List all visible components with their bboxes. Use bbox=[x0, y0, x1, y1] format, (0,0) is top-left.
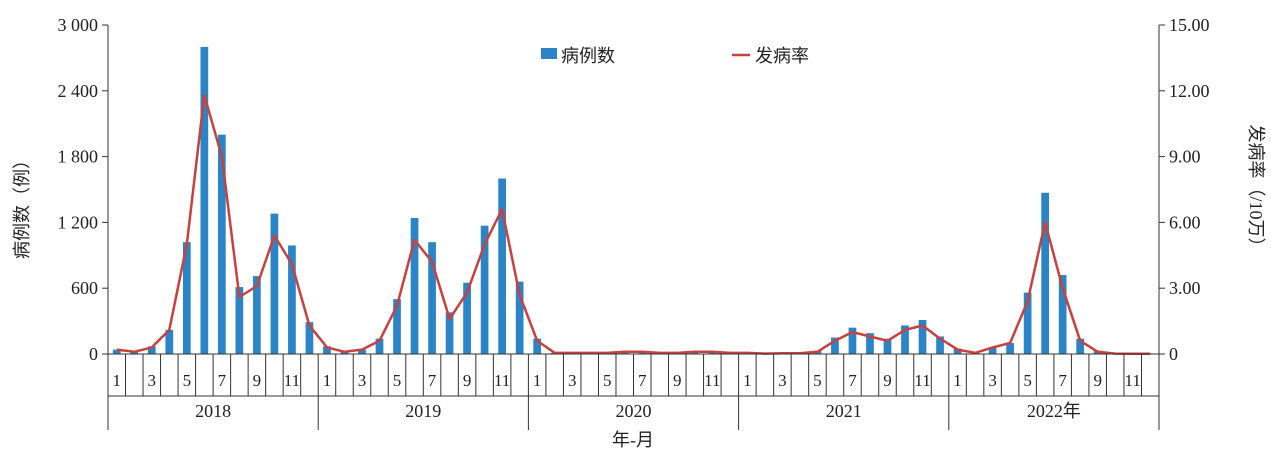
y-left-tick-label: 2 400 bbox=[58, 81, 99, 101]
x-month-tick-label: 3 bbox=[778, 371, 787, 390]
bar bbox=[1076, 338, 1085, 354]
bar-series bbox=[112, 46, 1155, 354]
bar bbox=[253, 276, 261, 354]
bar bbox=[112, 349, 121, 354]
x-month-tick-label: 11 bbox=[914, 371, 930, 390]
y-left-axis-label: 病例数（例） bbox=[12, 151, 32, 259]
x-month-tick-label: 1 bbox=[323, 371, 332, 390]
bar bbox=[410, 218, 419, 354]
bar bbox=[883, 338, 892, 354]
bar bbox=[901, 325, 909, 354]
x-month-tick-label: 5 bbox=[813, 371, 822, 390]
bar bbox=[147, 346, 156, 354]
bar bbox=[848, 327, 857, 354]
legend: 病例数 发病率 bbox=[541, 46, 809, 66]
x-month-tick-label: 11 bbox=[704, 371, 720, 390]
x-month-tick-label: 1 bbox=[953, 371, 962, 390]
x-year-label: 2018 bbox=[195, 401, 231, 421]
line-series bbox=[116, 93, 1151, 356]
x-year-label: 2021 bbox=[826, 401, 862, 421]
x-month-tick-label: 11 bbox=[284, 371, 300, 390]
x-month-tick-label: 1 bbox=[533, 371, 542, 390]
y-left-tick-label: 600 bbox=[71, 278, 98, 298]
x-month-tick-label: 5 bbox=[603, 371, 612, 390]
bar bbox=[393, 299, 401, 354]
bar bbox=[831, 337, 839, 354]
bar bbox=[533, 338, 542, 354]
x-month-tick-label: 7 bbox=[218, 371, 227, 390]
bar bbox=[218, 134, 226, 354]
bar bbox=[1041, 192, 1049, 354]
bar bbox=[288, 245, 296, 354]
bar bbox=[463, 282, 471, 354]
x-month-tick-label: 3 bbox=[358, 371, 367, 390]
x-month-tick-label: 9 bbox=[883, 371, 892, 390]
x-month-tick-label: 5 bbox=[183, 371, 192, 390]
x-month-tick-label: 9 bbox=[673, 371, 682, 390]
bar bbox=[305, 322, 314, 354]
x-year-label: 2022年 bbox=[1027, 401, 1081, 421]
y-right-tick-label: 9.00 bbox=[1169, 147, 1201, 167]
x-month-tick-label: 11 bbox=[1125, 371, 1141, 390]
y-left-tick-label: 0 bbox=[89, 344, 98, 364]
x-month-tick-label: 5 bbox=[393, 371, 402, 390]
bar bbox=[200, 46, 209, 354]
x-month-tick-label: 7 bbox=[848, 371, 857, 390]
x-month-tick-label: 1 bbox=[113, 371, 122, 390]
x-month-tick-label: 7 bbox=[428, 371, 437, 390]
bar bbox=[1058, 275, 1067, 354]
bar bbox=[988, 347, 997, 354]
x-month-tick-label: 7 bbox=[638, 371, 647, 390]
y-right-tick-label: 12.00 bbox=[1169, 81, 1210, 101]
y-right-tick-label: 6.00 bbox=[1169, 212, 1201, 232]
legend-line-label: 发病率 bbox=[755, 46, 809, 66]
y-right-tick-label: 15.00 bbox=[1169, 15, 1210, 35]
bar bbox=[515, 281, 524, 354]
y-left-tick-label: 1 800 bbox=[58, 147, 99, 167]
bar bbox=[165, 329, 174, 354]
y-left-tick-label: 3 000 bbox=[58, 15, 99, 35]
bar bbox=[498, 178, 506, 354]
bar bbox=[182, 242, 191, 354]
bar bbox=[445, 312, 454, 354]
x-month-tick-label: 9 bbox=[463, 371, 472, 390]
bar bbox=[323, 346, 331, 354]
y-right-tick-label: 0 bbox=[1169, 344, 1178, 364]
x-month-tick-label: 3 bbox=[988, 371, 997, 390]
x-month-tick-label: 3 bbox=[568, 371, 577, 390]
x-year-label: 2020 bbox=[616, 401, 652, 421]
y-right-tick-label: 3.00 bbox=[1169, 278, 1201, 298]
bar bbox=[1023, 292, 1032, 354]
x-year-label: 2019 bbox=[405, 401, 441, 421]
bar bbox=[866, 333, 874, 354]
bar bbox=[428, 242, 436, 354]
legend-bar-swatch bbox=[541, 48, 557, 59]
legend-bar-label: 病例数 bbox=[561, 46, 615, 66]
bar bbox=[936, 336, 944, 354]
x-month-tick-label: 9 bbox=[1093, 371, 1102, 390]
x-month-tick-label: 11 bbox=[494, 371, 510, 390]
bar bbox=[270, 213, 279, 354]
bar bbox=[358, 349, 366, 354]
x-month-tick-label: 1 bbox=[743, 371, 752, 390]
bar bbox=[953, 348, 962, 354]
x-month-tick-label: 3 bbox=[148, 371, 157, 390]
incidence-line bbox=[116, 93, 1151, 356]
bar bbox=[1006, 343, 1014, 354]
x-month-tick-label: 5 bbox=[1023, 371, 1032, 390]
x-month-tick-label: 9 bbox=[253, 371, 262, 390]
bar bbox=[375, 338, 384, 354]
x-axis-label: 年-月 bbox=[612, 430, 654, 450]
bar bbox=[480, 225, 489, 354]
y-right-axis-label: 发病率（/10万） bbox=[1246, 124, 1266, 255]
bar bbox=[235, 287, 244, 354]
x-month-tick-label: 7 bbox=[1058, 371, 1067, 390]
y-left-tick-label: 1 200 bbox=[58, 212, 99, 232]
bar bbox=[918, 320, 927, 354]
